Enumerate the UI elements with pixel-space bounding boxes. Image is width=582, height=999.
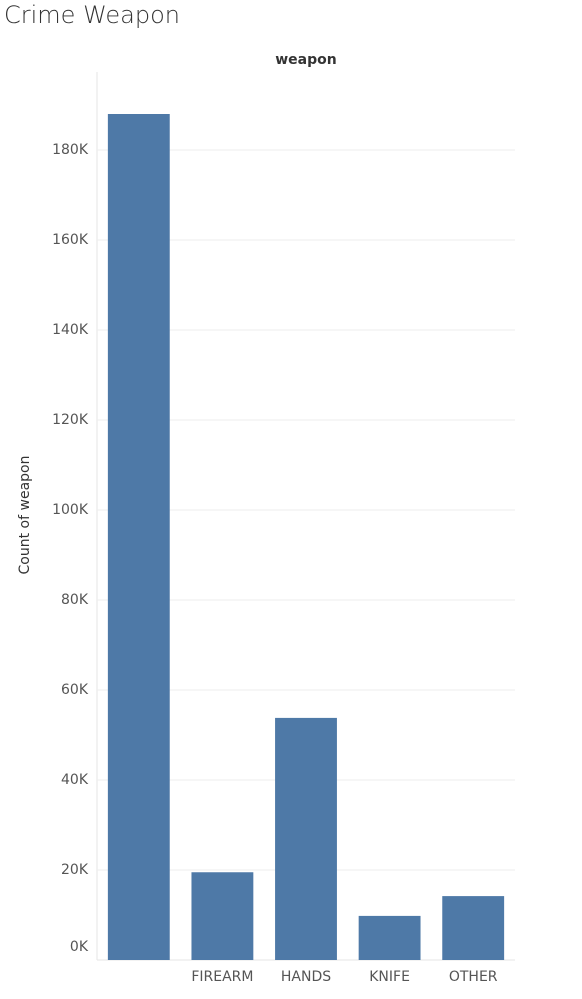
y-tick-label: 180K [52,142,89,158]
bar [442,896,505,960]
x-tick-label: HANDS [281,969,331,985]
chart-title: Crime Weapon [4,1,180,29]
y-tick-label: 140K [52,322,89,338]
bar [275,717,337,960]
y-tick-label: 160K [52,232,89,248]
y-tick-label: 20K [61,862,89,878]
column-header: weapon [275,52,336,68]
y-tick-label: 120K [52,412,89,428]
y-tick-label: 40K [61,772,89,788]
y-tick-label: 60K [61,682,89,698]
y-axis-title: Count of weapon [17,456,33,575]
x-tick-label: KNIFE [369,969,410,985]
bar [107,114,170,960]
bar [358,915,421,960]
bar [191,872,254,960]
y-tick-label: 0K [70,939,89,955]
x-tick-label: FIREARM [191,969,253,985]
y-tick-label: 100K [52,502,89,518]
x-tick-label: OTHER [449,969,498,985]
y-tick-label: 80K [61,592,89,608]
